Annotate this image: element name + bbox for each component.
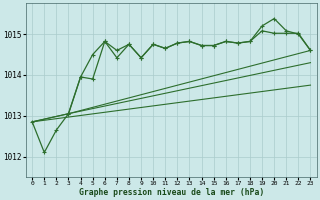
X-axis label: Graphe pression niveau de la mer (hPa): Graphe pression niveau de la mer (hPa) bbox=[79, 188, 264, 197]
